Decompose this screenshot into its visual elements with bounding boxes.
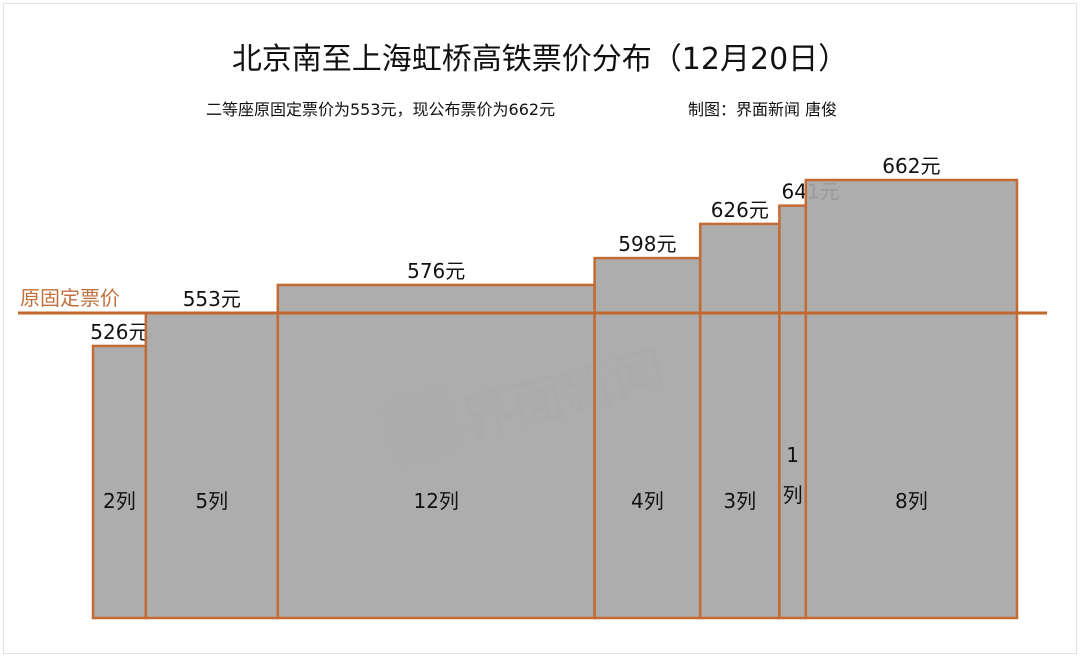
bar [698, 222, 781, 620]
bar-value-label: 576元 [407, 259, 465, 283]
bar-value-label: 662元 [882, 154, 940, 178]
bar-count-label: 2列 [103, 489, 136, 513]
chart-frame [3, 3, 1077, 654]
bar [276, 283, 596, 620]
bar-count-label: 列 [783, 483, 803, 507]
bar-count-label: 5列 [195, 489, 228, 513]
reference-line-label: 原固定票价 [20, 286, 120, 310]
chart-credit: 制图：界面新闻 唐俊 [688, 100, 838, 119]
bar [144, 311, 280, 620]
bar-value-label: 526元 [90, 320, 148, 344]
bar-count-label: 12列 [413, 489, 458, 513]
bar-count-label: 8列 [895, 489, 928, 513]
bar-count-label: 3列 [723, 489, 756, 513]
bar [778, 204, 808, 620]
bar-value-label: 598元 [618, 232, 676, 256]
bar [804, 178, 1019, 620]
bar-count-label: 4列 [631, 489, 664, 513]
bar [91, 344, 148, 620]
chart-subtitle: 二等座原固定票价为553元，现公布票价为662元 [206, 100, 556, 119]
bar-count-label: 1 [786, 443, 799, 467]
bar [593, 256, 702, 620]
chart-title: 北京南至上海虹桥高铁票价分布（12月20日） [231, 42, 849, 77]
bar-value-label: 553元 [183, 287, 241, 311]
bar-value-label: 626元 [711, 198, 769, 222]
